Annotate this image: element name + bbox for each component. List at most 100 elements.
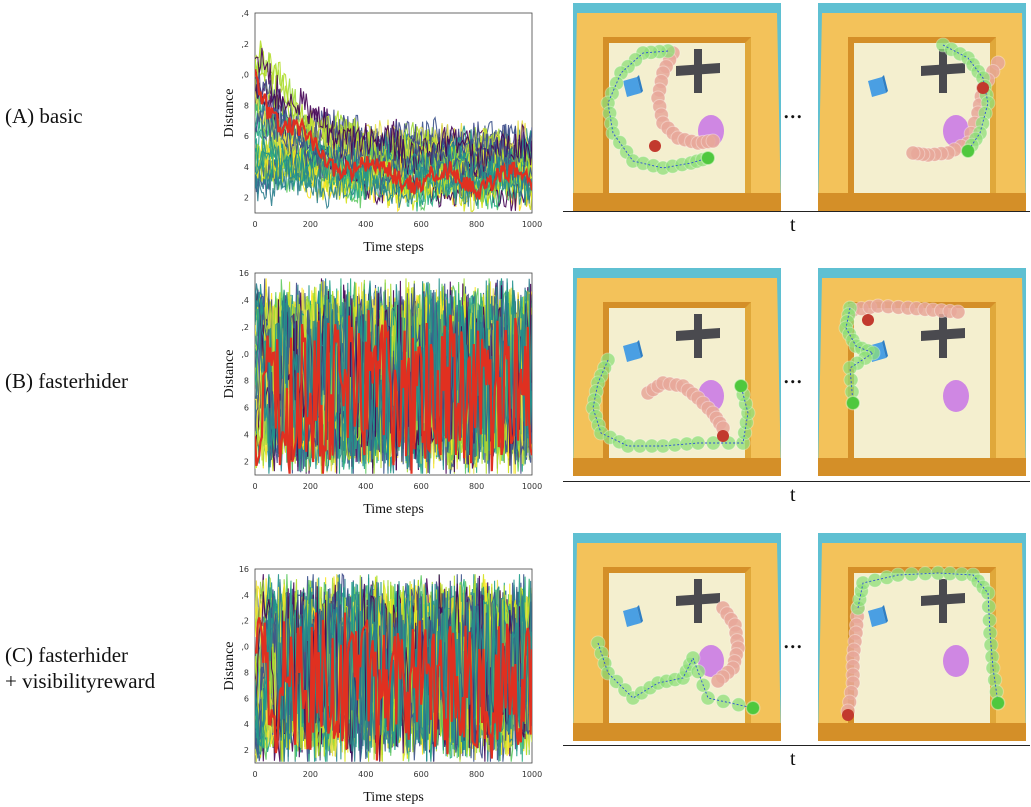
wall-front <box>573 723 781 741</box>
wall-left <box>818 13 848 211</box>
scene-svg <box>818 268 1026 476</box>
wall-front <box>818 458 1026 476</box>
time-axis-b <box>563 481 1030 482</box>
seeker-path <box>597 642 754 709</box>
chart-svg-2: 2 4 6 8 ,0 ,2 ,4 16 0 200 400 600 800 1000 Time steps D… <box>222 565 542 805</box>
x-tick-label: 0 <box>252 220 257 229</box>
hider-agent <box>862 314 874 326</box>
seeker-agent <box>847 397 859 409</box>
wall-left <box>818 543 848 741</box>
box-side <box>882 75 888 93</box>
box-side <box>637 605 643 623</box>
purple-goal <box>943 380 969 412</box>
hider-agent <box>717 430 729 442</box>
wall-back <box>822 278 1022 302</box>
wall-front <box>818 723 1026 741</box>
y-tick-label: ,2 <box>241 617 249 626</box>
y-axis-label: Distance <box>222 350 237 399</box>
wall-right <box>751 278 781 476</box>
row-label-b-line1: (B) fasterhider <box>5 369 129 393</box>
wall-right <box>996 543 1026 741</box>
wall-front <box>573 193 781 211</box>
x-tick-label: 400 <box>358 770 373 779</box>
hider-trail-ball <box>905 145 921 161</box>
scene-svg <box>573 533 781 741</box>
wall-right-inner <box>745 567 751 723</box>
x-tick-label: 1000 <box>522 220 542 229</box>
scene-b-start <box>573 268 781 476</box>
series-line <box>255 279 532 474</box>
highlight-series-line <box>255 69 532 201</box>
y-tick-label: ,4 <box>241 9 249 18</box>
wall-left <box>573 543 603 741</box>
wall-back <box>577 543 777 567</box>
wall-right-inner <box>745 37 751 193</box>
scene-svg <box>818 533 1026 741</box>
row-label-c: (C) fasterhider + visibilityreward <box>5 642 155 694</box>
box <box>868 77 886 97</box>
box-side <box>882 605 888 623</box>
obstacle-cross <box>676 593 720 606</box>
hider-agent <box>842 709 854 721</box>
wall-right <box>996 278 1026 476</box>
wall-shadow <box>603 302 751 308</box>
x-axis-label: Time steps <box>363 790 424 805</box>
wall-right <box>996 13 1026 211</box>
y-tick-label: 2 <box>244 746 249 755</box>
x-tick-label: 400 <box>358 482 373 491</box>
y-tick-label: ,2 <box>241 40 249 49</box>
y-tick-label: 8 <box>244 101 249 110</box>
time-axis-a <box>563 211 1030 212</box>
wall-shadow <box>603 567 751 573</box>
highlight-series-line <box>255 310 532 474</box>
seeker-path <box>857 572 999 704</box>
wall-left <box>573 13 603 211</box>
y-tick-label: 8 <box>244 377 249 386</box>
wall-back <box>822 543 1022 567</box>
x-tick-label: 200 <box>303 482 318 491</box>
distance-chart-b: 2 4 6 8 ,0 ,2 ,4 16 0 200 400 600 800 1000 Time steps D… <box>210 265 542 519</box>
wall-shadow <box>603 37 751 43</box>
wall-front <box>573 458 781 476</box>
y-tick-label: 4 <box>244 720 249 729</box>
seeker-trail-ball <box>715 693 731 709</box>
distance-chart-c: 2 4 6 8 ,0 ,2 ,4 16 0 200 400 600 800 1000 Time steps D… <box>210 561 542 807</box>
x-tick-label: 600 <box>414 770 429 779</box>
seeker-trail-ball <box>904 566 920 582</box>
series-line <box>255 110 532 194</box>
y-tick-label: ,2 <box>241 323 249 332</box>
arena-floor <box>854 573 990 725</box>
seeker-path <box>607 50 709 169</box>
row-label-a-line1: (A) basic <box>5 104 83 128</box>
distance-chart-a: 2 4 6 8 ,0 ,2 ,4 0 200 400 600 800 1000 Time steps Dis… <box>210 5 542 257</box>
y-tick-label: ,4 <box>241 296 249 305</box>
chart-svg-0: 2 4 6 8 ,0 ,2 ,4 0 200 400 600 800 1000 Time steps Dis… <box>222 9 542 255</box>
row-label-b: (B) fasterhider <box>5 368 128 394</box>
row-label-c-line1: (C) fasterhider <box>5 643 129 667</box>
y-tick-label: ,0 <box>241 643 249 652</box>
y-axis-label: Distance <box>222 89 237 138</box>
x-tick-label: 0 <box>252 482 257 491</box>
y-tick-label: 2 <box>244 458 249 467</box>
seeker-agent <box>992 697 1004 709</box>
y-tick-label: 8 <box>244 668 249 677</box>
y-tick-label: 16 <box>239 565 249 574</box>
series-line <box>255 137 532 206</box>
y-tick-label: 16 <box>239 269 249 278</box>
seeker-trail-ball <box>700 690 716 706</box>
seeker-trail-ball <box>731 697 747 713</box>
obstacle-cross <box>676 328 720 341</box>
hider-trail-ball <box>950 304 966 320</box>
x-tick-label: 600 <box>414 482 429 491</box>
y-axis-label: Distance <box>222 642 237 691</box>
obstacle-cross <box>676 63 720 76</box>
x-tick-label: 200 <box>303 220 318 229</box>
seeker-agent <box>702 152 714 164</box>
wall-back <box>822 13 1022 37</box>
hider-agent <box>977 82 989 94</box>
scene-b-end <box>818 268 1026 476</box>
time-axis-c <box>563 745 1030 746</box>
y-tick-label: ,0 <box>241 71 249 80</box>
hider-trail-ball <box>710 673 726 689</box>
row-label-c-line2: + visibilityreward <box>5 669 156 693</box>
